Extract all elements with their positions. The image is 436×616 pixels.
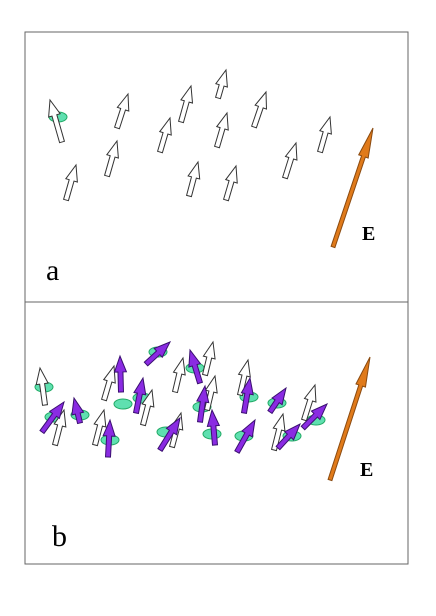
arrow [156, 116, 172, 154]
arrow [100, 364, 116, 402]
arrow [39, 400, 65, 435]
arrow [103, 139, 119, 178]
panel-label: b [52, 520, 67, 553]
arrow [281, 141, 298, 180]
arrow [240, 376, 254, 414]
arrow [139, 388, 155, 427]
arrow [330, 127, 374, 249]
arrow [222, 164, 238, 202]
arrow [102, 418, 116, 458]
arrow [171, 356, 186, 394]
arrow [113, 92, 130, 130]
arrow [196, 384, 210, 423]
arrow [267, 386, 287, 415]
arrow [71, 396, 85, 425]
arrow [188, 348, 204, 385]
arrow [270, 412, 286, 452]
arrow [275, 422, 301, 451]
arrow [327, 356, 371, 482]
panel-a [24, 31, 409, 303]
panel-label: a [46, 254, 59, 287]
arrow [234, 418, 256, 454]
arrow [201, 340, 216, 377]
arrow [206, 408, 221, 446]
arrow [250, 90, 268, 129]
arrows [34, 68, 374, 482]
arrow [316, 115, 332, 154]
field-label: E [362, 223, 375, 245]
arrow [91, 408, 107, 447]
arrow [157, 416, 181, 453]
arrow [177, 84, 194, 124]
arrow [35, 366, 49, 406]
arrow [214, 68, 228, 100]
spin-disk [113, 398, 133, 410]
arrow [213, 111, 229, 149]
arrow [132, 376, 147, 415]
field-label: E [360, 459, 373, 481]
arrow [300, 402, 329, 431]
arrow [143, 341, 172, 367]
arrow [62, 163, 78, 202]
arrow [300, 383, 317, 422]
arrow [236, 358, 251, 397]
arrow [48, 98, 66, 144]
arrow [185, 160, 201, 198]
arrow [113, 354, 128, 393]
